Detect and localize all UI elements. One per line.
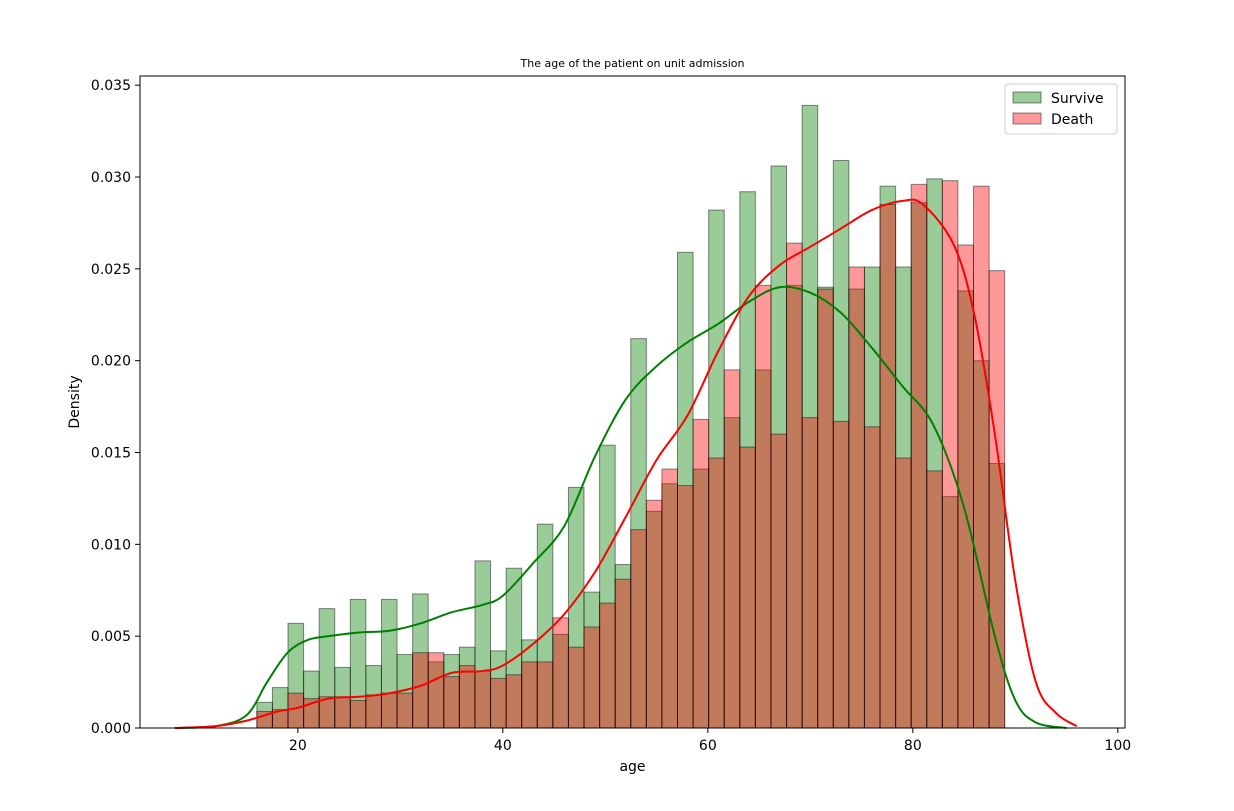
kde-layer (174, 198, 1078, 729)
bar-death-28 (692, 418, 710, 729)
bar-death-18 (536, 661, 554, 729)
y-tick-label: 0.030 (91, 170, 131, 186)
bar-death-39 (863, 426, 881, 729)
y-tick-label: 0.020 (91, 354, 131, 370)
bar-death-46 (973, 185, 990, 729)
bar-death-13 (458, 665, 476, 729)
x-axis-label: age (619, 759, 645, 775)
bar-death-15 (490, 677, 507, 729)
bar-death-8 (380, 692, 398, 729)
y-tick-label: 0.035 (91, 78, 131, 94)
bar-death-40 (879, 204, 897, 729)
bar-death-22 (599, 602, 616, 729)
bar-death-36 (817, 288, 834, 729)
bar-death-6 (349, 699, 367, 729)
bar-death-37 (832, 420, 850, 729)
bar-death-7 (365, 694, 382, 729)
bar-death-24 (630, 529, 647, 729)
bar-death-32 (754, 284, 772, 729)
bar-death-43 (926, 470, 943, 729)
legend-swatch-survive (1012, 91, 1042, 104)
bar-death-10 (412, 652, 429, 729)
bar-death-45 (957, 244, 975, 729)
bars-layer (256, 104, 1006, 729)
series-death-bars (256, 180, 1006, 729)
bar-death-33 (770, 433, 788, 729)
bar-death-41 (895, 457, 912, 729)
bar-death-12 (443, 676, 460, 729)
y-tick-label: 0.010 (91, 537, 131, 553)
bar-death-5 (334, 696, 351, 729)
bar-death-42 (910, 183, 928, 729)
legend-label-death: Death (1051, 112, 1093, 128)
bar-death-23 (614, 578, 632, 729)
bar-death-9 (396, 692, 414, 729)
bar-death-17 (521, 661, 538, 729)
kde-line-survive (174, 285, 1067, 729)
axes-layer (139, 75, 1126, 729)
bar-death-16 (505, 674, 523, 729)
bar-death-2 (287, 692, 305, 729)
bar-death-26 (661, 468, 678, 729)
bar-death-4 (318, 696, 336, 729)
bar-death-31 (739, 446, 756, 729)
y-axis-label: Density (67, 375, 83, 428)
y-tick-label: 0.025 (91, 262, 131, 278)
bar-death-14 (474, 670, 492, 729)
bar-death-47 (988, 270, 1006, 729)
bar-death-35 (801, 417, 819, 729)
bar-death-25 (645, 499, 663, 729)
kde-line-death (174, 198, 1078, 729)
bar-death-34 (786, 242, 803, 729)
bar-death-29 (708, 457, 725, 729)
x-tick-label: 60 (699, 738, 717, 754)
bar-death-20 (567, 646, 585, 729)
legend-label-survive: Survive (1051, 91, 1104, 107)
legend: Survive Death (1004, 83, 1118, 135)
y-tick-label: 0.015 (91, 446, 131, 462)
y-ticks: 0.000 0.005 0.010 0.015 0.020 0.025 0.030 0.035 (91, 78, 140, 737)
legend-swatch-death (1012, 112, 1042, 125)
x-tick-label: 100 (1104, 738, 1131, 754)
bar-death-21 (583, 626, 601, 729)
bar-death-11 (427, 652, 445, 729)
plot-frame (139, 75, 1126, 729)
x-tick-label: 40 (494, 738, 512, 754)
chart-title: The age of the patient on unit admission (520, 57, 745, 70)
legend-box (1004, 83, 1118, 135)
y-tick-label: 0.005 (91, 629, 131, 645)
x-tick-label: 80 (904, 738, 922, 754)
x-tick-label: 20 (289, 738, 307, 754)
bar-death-30 (723, 369, 741, 729)
bar-death-27 (677, 485, 694, 729)
bar-death-44 (941, 180, 959, 729)
bar-death-19 (552, 617, 569, 729)
y-tick-label: 0.000 (91, 721, 131, 737)
x-ticks: 20 40 60 80 100 (289, 728, 1131, 754)
